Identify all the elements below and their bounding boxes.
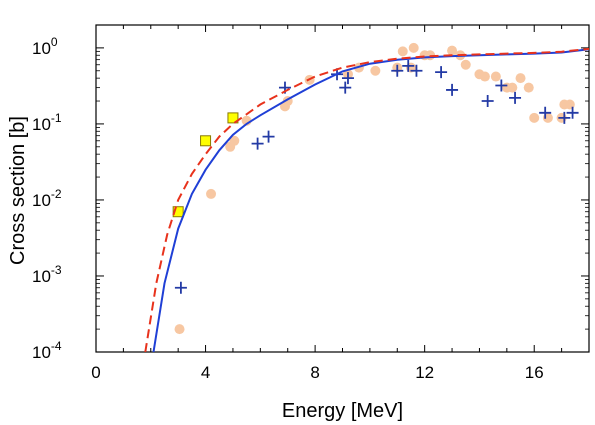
plus-data-point: [446, 83, 459, 96]
plus-data-point: [339, 81, 352, 94]
plus-data-point: [509, 91, 522, 104]
plus-data-point: [402, 59, 415, 72]
circle-data-point: [174, 324, 185, 335]
y-tick-label: 10-4: [32, 339, 62, 362]
y-tick-label: 10-3: [32, 263, 62, 286]
plus-data-point: [410, 64, 423, 77]
circle-data-point: [523, 82, 534, 93]
x-tick-label: 0: [91, 363, 100, 382]
x-tick-label: 4: [201, 363, 210, 382]
square-data-point: [227, 112, 239, 124]
circle-data-point: [460, 59, 471, 70]
plus-data-point: [495, 79, 508, 92]
plus-data-point: [481, 95, 494, 108]
circle-data-point: [229, 135, 240, 146]
square-data-point: [200, 135, 212, 147]
y-tick-label: 10-2: [32, 187, 62, 210]
y-tick-label: 10-1: [32, 111, 62, 134]
y-axis-title: Cross section [b]: [7, 116, 29, 265]
circle-data-point: [447, 45, 458, 56]
plot-area: 0 4 8 12 16 10-4 10-3 10-2 10-1 100: [32, 24, 590, 382]
plus-data-point: [251, 137, 264, 150]
solid-curve: [152, 48, 589, 352]
circle-data-point: [370, 65, 381, 76]
circle-data-point: [507, 82, 518, 93]
plus-data-point: [341, 72, 354, 85]
plus-data-point: [262, 130, 275, 143]
plus-data-point: [174, 281, 187, 294]
circle-data-point: [397, 46, 408, 57]
circle-data-point: [408, 42, 419, 53]
x-axis-title: Energy [MeV]: [282, 400, 403, 422]
x-tick-label: 12: [415, 363, 434, 382]
y-tick-label: 100: [32, 35, 58, 58]
plus-data-point: [539, 106, 552, 119]
x-tick-label: 16: [525, 363, 544, 382]
plus-data-point: [566, 106, 579, 119]
plus-data-point: [391, 64, 404, 77]
circle-data-point: [529, 112, 540, 123]
plus-data-point: [435, 66, 448, 79]
plus-data-point: [558, 111, 571, 124]
circle-data-point: [479, 71, 490, 82]
x-tick-label: 8: [310, 363, 319, 382]
circle-data-point: [206, 188, 217, 199]
square-data-point: [172, 206, 184, 218]
dashed-curve: [144, 47, 589, 352]
circle-data-point: [490, 71, 501, 82]
circle-data-point: [515, 73, 526, 84]
